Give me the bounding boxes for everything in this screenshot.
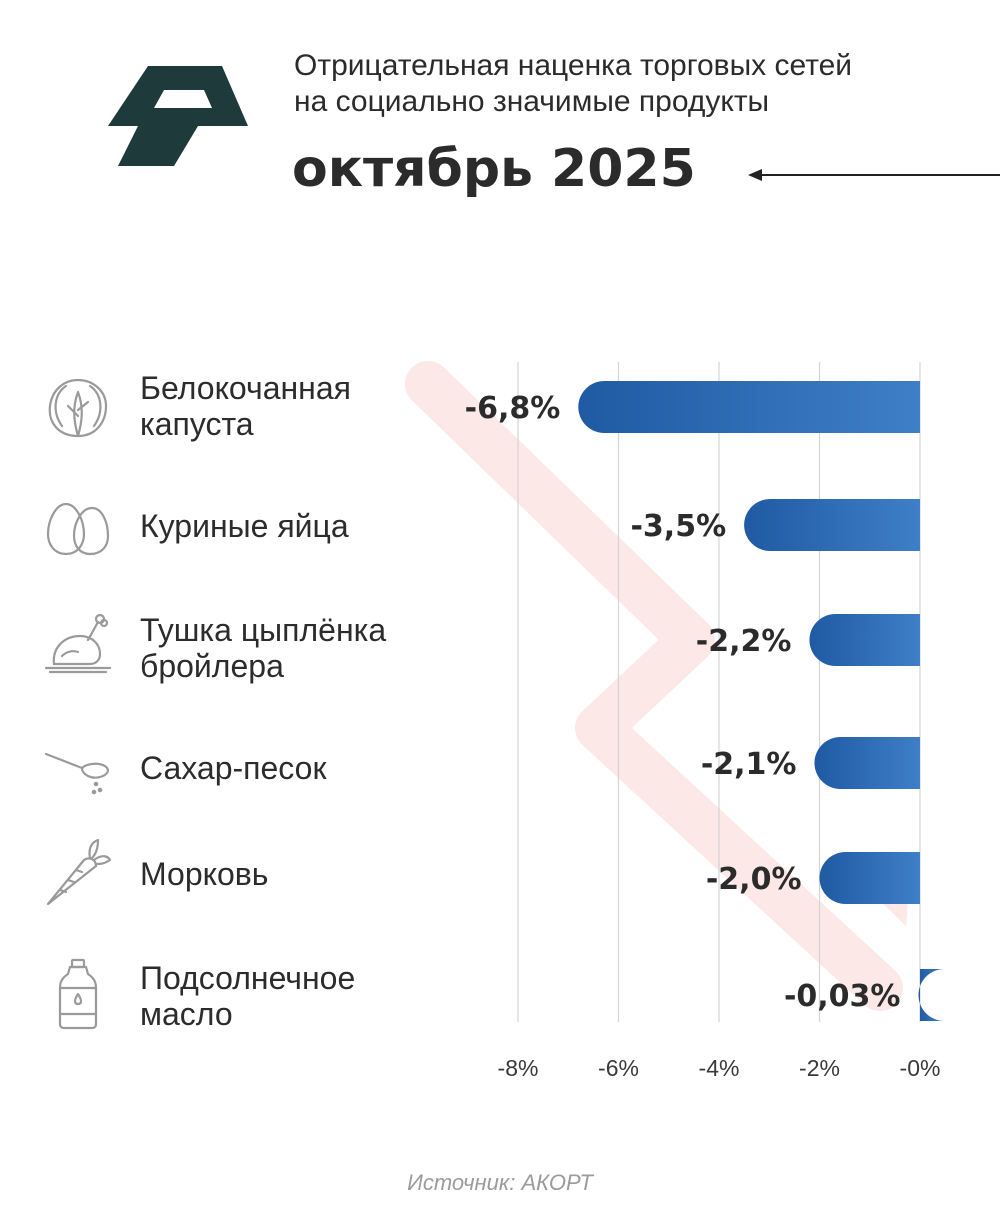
bar (814, 737, 920, 789)
oil-bottle-icon (58, 958, 98, 1030)
chart-title: октябрь 2025 (292, 139, 696, 199)
bar (744, 499, 920, 551)
decor-arrow (405, 361, 903, 1011)
bar (809, 614, 920, 666)
bar-value-label: -2,2% (696, 624, 792, 659)
carrot-icon (46, 838, 112, 906)
source-note: Источник: АКОРТ (407, 1170, 593, 1195)
cabbage-icon (48, 378, 108, 438)
category-label-line: масло (140, 996, 233, 1032)
category-label: Куриные яйца (140, 508, 440, 544)
category-label-line: бройлера (140, 648, 284, 684)
category-label: Тушка цыплёнка бройлера (140, 612, 440, 684)
bar (578, 381, 920, 433)
bar-value-label: -6,8% (465, 391, 561, 426)
sugar-spoon-icon (44, 752, 110, 795)
bar (918, 969, 945, 1021)
x-tick-label: -2% (799, 1055, 840, 1081)
arrow-left-icon (748, 169, 1000, 181)
category-label: Морковь (140, 856, 440, 892)
bar-value-label: -3,5% (630, 509, 726, 544)
chicken-icon (44, 613, 112, 674)
bar-value-label: -0,03% (784, 979, 901, 1014)
category-label-line: Морковь (140, 856, 269, 892)
logo-icon (108, 66, 248, 166)
category-label-line: Подсолнечное (140, 960, 356, 996)
x-tick-label: -0% (900, 1055, 941, 1081)
bar (819, 852, 920, 904)
category-label-line: Сахар-песок (140, 750, 327, 786)
category-label-line: капуста (140, 406, 254, 442)
category-label-line: Тушка цыплёнка (140, 612, 387, 648)
category-label: Подсолнечное масло (140, 960, 440, 1032)
eggs-icon (46, 502, 110, 556)
category-label-line: Куриные яйца (140, 508, 349, 544)
bar-value-label: -2,0% (706, 862, 802, 897)
subtitle-line-2: на социально значимые продукты (294, 85, 770, 118)
category-label-line: Белокочанная (140, 370, 351, 406)
x-tick-label: -4% (699, 1055, 740, 1081)
chart-subtitle: Отрицательная наценка торговых сетей на … (294, 48, 974, 120)
category-label: Сахар-песок (140, 750, 440, 786)
x-tick-label: -8% (498, 1055, 539, 1081)
x-tick-label: -6% (598, 1055, 639, 1081)
subtitle-line-1: Отрицательная наценка торговых сетей (294, 49, 853, 82)
bar-value-label: -2,1% (701, 747, 797, 782)
category-label: Белокочанная капуста (140, 370, 440, 442)
